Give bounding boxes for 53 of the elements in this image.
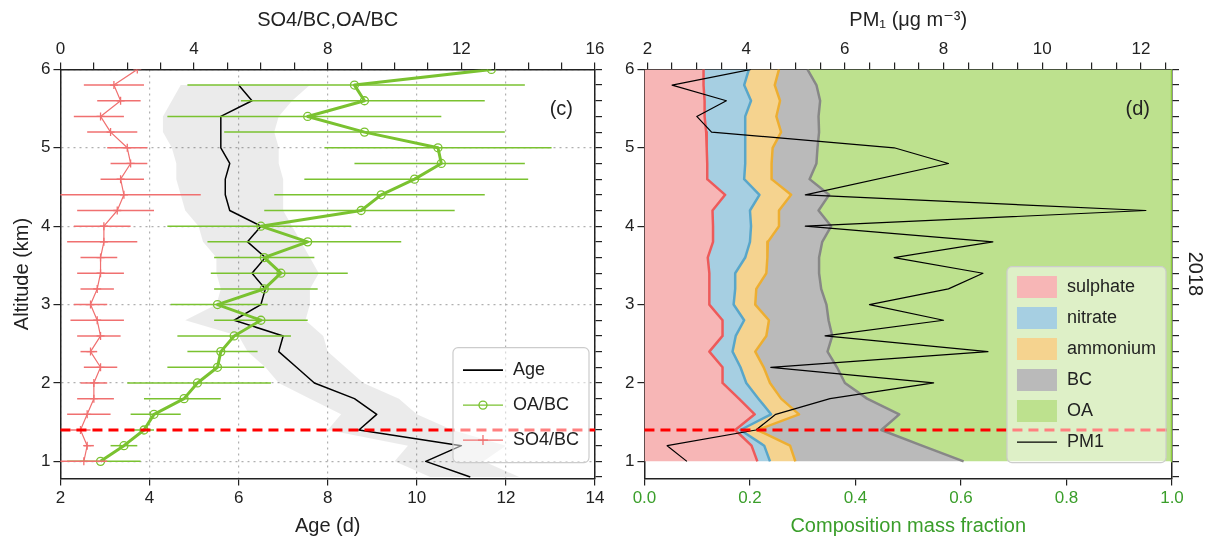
x-tick-label: 8 (322, 488, 333, 508)
x-tick-label: 12 (496, 488, 516, 508)
x2-tick-label: 4 (189, 38, 199, 58)
x2-tick-label: 12 (1131, 38, 1151, 58)
x2-tick-label: 6 (840, 38, 850, 58)
x-tick-label: 0.2 (738, 488, 762, 508)
x-tick-label: 4 (144, 488, 155, 508)
y-tick-label: 3 (40, 294, 51, 314)
y-tick-label: 1 (624, 451, 635, 471)
y-tick-label: 6 (40, 59, 51, 79)
y-tick-label: 5 (624, 137, 635, 157)
legend-label: ammonium (1066, 338, 1157, 359)
x-tick-label: 10 (407, 488, 427, 508)
legend-label: sulphate (1066, 276, 1136, 297)
x2-axis-title: PM₁ (μg m⁻³) (849, 7, 968, 30)
y-axis-title: Altitude (km) (9, 217, 32, 331)
legend-label: nitrate (1066, 307, 1118, 328)
x-tick-label: 6 (233, 488, 244, 508)
x-tick-label: 14 (585, 488, 605, 508)
x-axis-title: Composition mass fraction (790, 513, 1027, 536)
y-tick-label: 2 (40, 372, 51, 392)
y-tick-label: 5 (40, 137, 51, 157)
x2-tick-label: 10 (1032, 38, 1052, 58)
y-tick-label: 6 (624, 59, 635, 79)
x-tick-label: 0.4 (843, 488, 868, 508)
legend-label: Age (512, 359, 546, 380)
annotation: (c) (549, 96, 573, 119)
x2-tick-label: 2 (642, 38, 653, 58)
legend-label: PM1 (1066, 431, 1104, 452)
x-tick-label: 0.6 (949, 488, 973, 508)
legend-label: OA/BC (512, 394, 569, 415)
x-tick-label: 2 (55, 488, 66, 508)
x2-tick-label: 8 (322, 38, 333, 58)
x2-tick-label: 12 (451, 38, 471, 58)
x2-axis-title: SO4/BC,OA/BC (257, 7, 399, 30)
x2-tick-label: 4 (741, 38, 751, 58)
x-tick-label: 0.8 (1054, 488, 1079, 508)
annotation: (d) (1125, 96, 1150, 119)
x-tick-label: 0.0 (632, 488, 657, 508)
x2-tick-label: 8 (938, 38, 949, 58)
x-axis-title: Age (d) (294, 513, 361, 536)
y-tick-label: 4 (624, 215, 635, 235)
legend-label: BC (1066, 369, 1092, 390)
y-tick-label: 2 (624, 372, 635, 392)
y-tick-label: 1 (40, 451, 51, 471)
y2-axis-title: 2018 (1185, 251, 1208, 297)
x-tick-label: 1.0 (1160, 488, 1184, 508)
legend-label: OA (1066, 400, 1093, 421)
y-tick-label: 4 (40, 215, 51, 235)
x2-tick-label: 0 (55, 38, 66, 58)
legend-label: SO4/BC (512, 429, 580, 450)
x2-tick-label: 16 (585, 38, 605, 58)
y-tick-label: 3 (624, 294, 635, 314)
